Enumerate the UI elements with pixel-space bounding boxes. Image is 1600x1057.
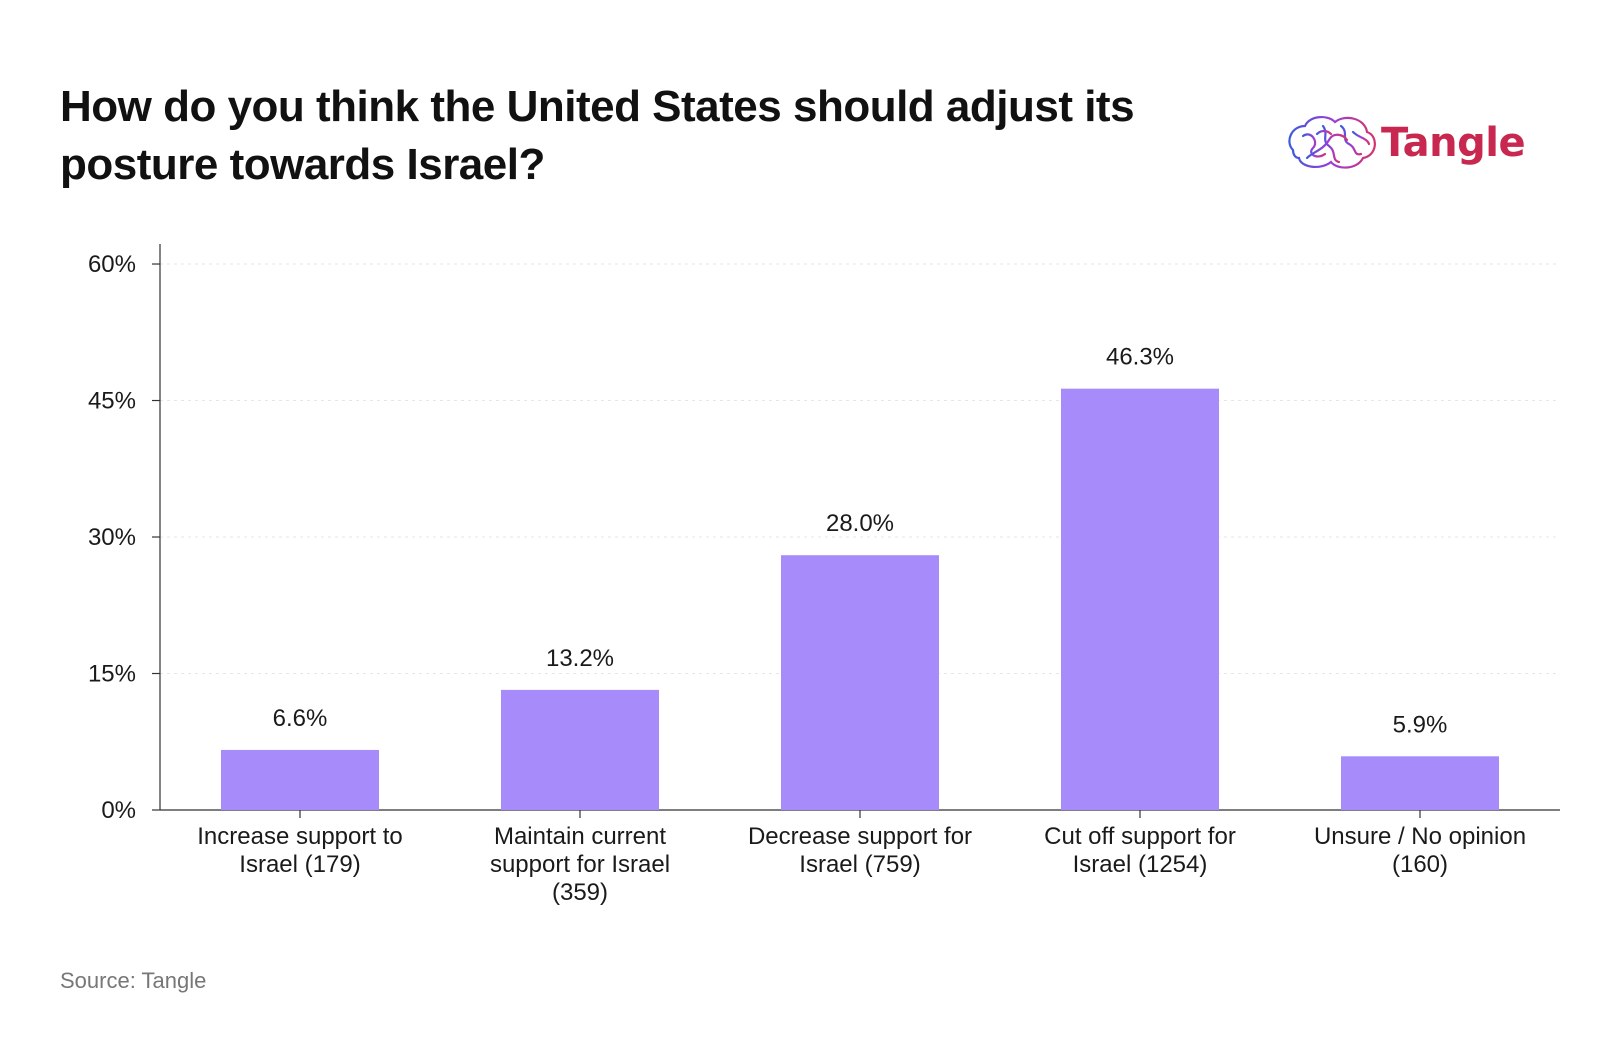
bar: [501, 689, 659, 810]
y-tick-label: 45%: [88, 388, 136, 415]
chart-title: How do you think the United States shoul…: [60, 82, 1135, 189]
logo-text: Tangle: [1381, 120, 1526, 166]
data-label: 5.9%: [1393, 711, 1448, 738]
y-tick-label: 30%: [88, 524, 136, 551]
bar-chart: 0%15%30%45%60%6.6%Increase support toIsr…: [88, 244, 1560, 906]
x-tick-label: Israel (179): [239, 851, 360, 878]
bar: [1341, 756, 1499, 810]
y-tick-label: 0%: [101, 797, 136, 824]
x-tick-label: Decrease support for: [748, 823, 972, 850]
y-tick-label: 15%: [88, 661, 136, 688]
data-label: 46.3%: [1106, 344, 1174, 371]
tangle-logo[interactable]: Tangle: [1283, 112, 1526, 174]
bar: [1061, 388, 1219, 810]
bar: [221, 749, 379, 810]
x-tick-label: support for Israel: [490, 851, 670, 878]
x-tick-label: Cut off support for: [1044, 823, 1236, 850]
x-tick-label: Maintain current: [494, 823, 666, 850]
brain-icon: [1288, 116, 1376, 174]
y-tick-label: 60%: [88, 251, 136, 278]
data-label: 28.0%: [826, 510, 894, 537]
x-tick-label: (359): [552, 879, 608, 906]
x-tick-label: Unsure / No opinion: [1314, 823, 1526, 850]
data-label: 6.6%: [273, 705, 328, 732]
x-tick-label: (160): [1392, 851, 1448, 878]
x-tick-label: Israel (759): [799, 851, 920, 878]
x-tick-label: Israel (1254): [1073, 851, 1208, 878]
source-note: Source: Tangle: [60, 968, 207, 993]
bar: [781, 555, 939, 810]
x-tick-label: Increase support to: [197, 823, 402, 850]
data-label: 13.2%: [546, 645, 614, 672]
